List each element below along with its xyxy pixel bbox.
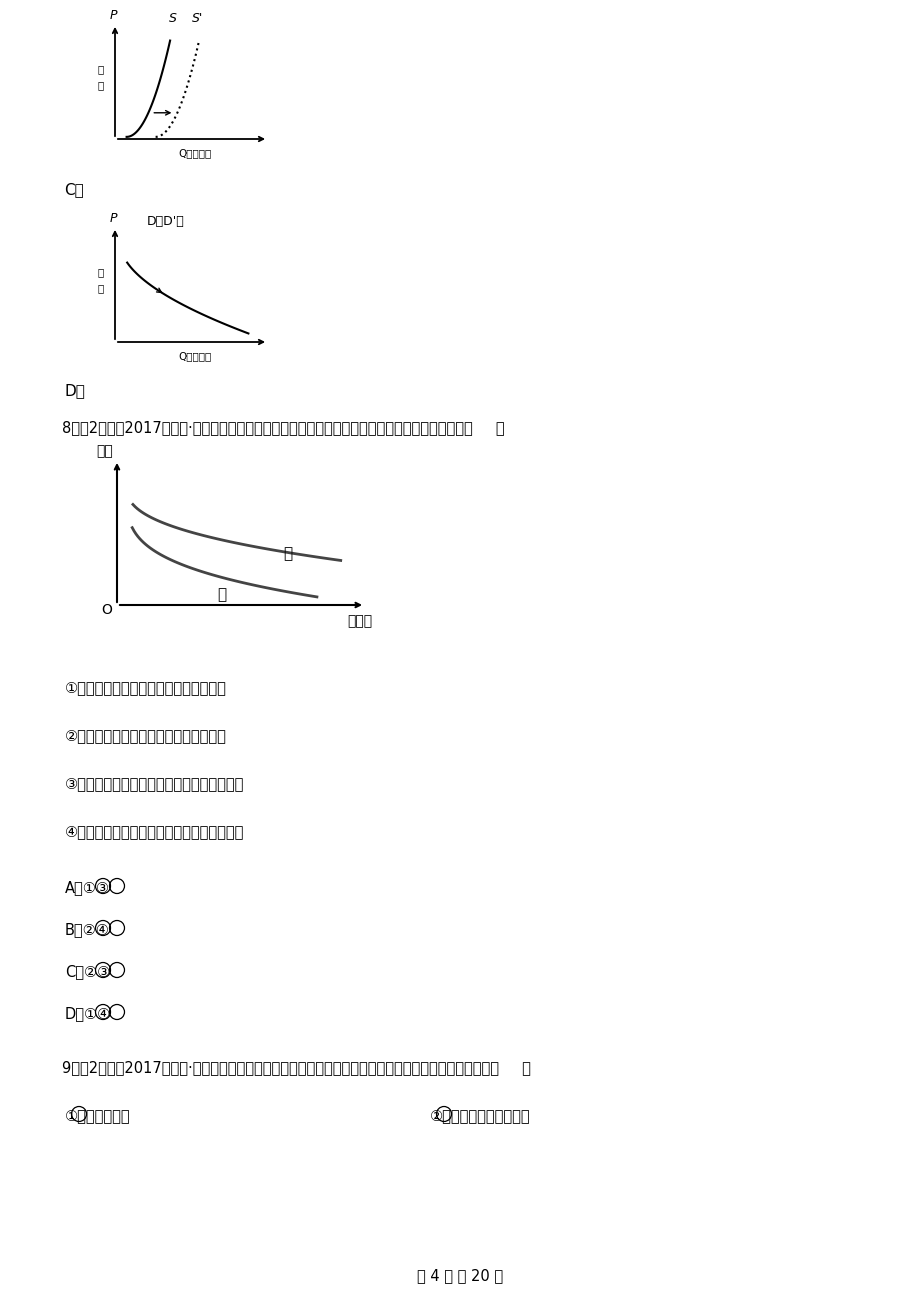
Text: ④两种商品相比，甲商品更可能是高档耐用品: ④两种商品相比，甲商品更可能是高档耐用品 [65,824,244,838]
Text: ②社会保障体系不断完善: ②社会保障体系不断完善 [429,1108,530,1124]
Text: ②两种商品的价格与需求量都呈反向变动: ②两种商品的价格与需求量都呈反向变动 [65,728,227,743]
Text: D．①④: D．①④ [65,1006,111,1021]
Text: 第 4 页 共 20 页: 第 4 页 共 20 页 [416,1268,503,1282]
Text: 需求量: 需求量 [347,615,372,628]
Text: S': S' [192,12,203,25]
Text: 9．（2分）（2017高一上·天津期中）在其他条件不变的情况下，下列说法中能判断消费水平在提高的是（     ）: 9．（2分）（2017高一上·天津期中）在其他条件不变的情况下，下列说法中能判断… [62,1060,530,1075]
Text: D（D'）: D（D'） [147,215,185,228]
Text: D．: D． [64,383,85,398]
Text: 格: 格 [97,81,104,91]
Text: P: P [109,212,117,225]
Text: 价: 价 [97,65,104,74]
Text: 甲: 甲 [217,587,226,602]
Text: 格: 格 [97,284,104,293]
Text: A．①③: A．①③ [65,880,110,894]
Text: S: S [169,12,176,25]
Text: O: O [101,603,112,617]
Text: 8．（2分）（2017高一上·林芝期中）下图表示甲乙两种商品的需求变化，对此下列判断正确的是（     ）: 8．（2分）（2017高一上·林芝期中）下图表示甲乙两种商品的需求变化，对此下列… [62,421,505,435]
Text: Q（数量）: Q（数量） [178,148,211,158]
Text: ①收入水平提高: ①收入水平提高 [65,1108,130,1124]
Text: ①两种商品的价格与需求量都呈正向变动: ①两种商品的价格与需求量都呈正向变动 [65,680,227,695]
Text: ③两种商品相比，甲商品更可能是生活必需品: ③两种商品相比，甲商品更可能是生活必需品 [65,776,244,792]
Text: C．②③: C．②③ [65,963,110,979]
Text: 乙: 乙 [283,547,292,561]
Text: Q（数量）: Q（数量） [178,352,211,361]
Text: 价: 价 [97,267,104,277]
Text: P: P [109,9,117,22]
Text: B．②④: B．②④ [65,922,109,937]
Text: 价格: 价格 [96,444,113,458]
Text: C．: C． [64,182,84,197]
